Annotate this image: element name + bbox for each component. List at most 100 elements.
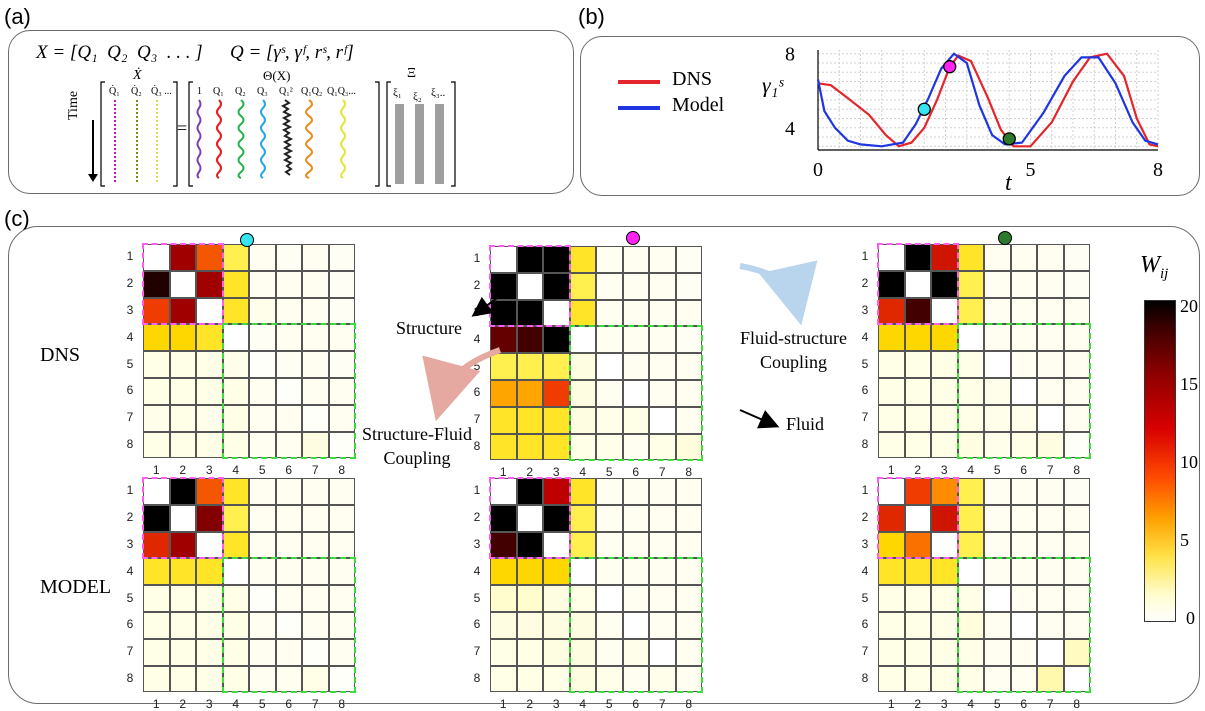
heatmap-cell bbox=[569, 504, 596, 532]
row-tick: 1 bbox=[126, 483, 134, 498]
row-tick: 6 bbox=[861, 617, 869, 632]
row-label-model: MODEL bbox=[40, 576, 112, 598]
heatmap-cell bbox=[490, 380, 517, 407]
heatmap-cell bbox=[169, 270, 196, 298]
heatmap-cell bbox=[490, 612, 517, 639]
heatmap-cell bbox=[490, 326, 517, 354]
heatmap-cell bbox=[596, 380, 623, 407]
structure-block-outline bbox=[877, 477, 959, 560]
heatmap-cell bbox=[328, 478, 355, 505]
x-tick-5: 5 bbox=[1026, 159, 1036, 181]
heatmap-cell bbox=[302, 665, 329, 693]
heatmap-cell bbox=[249, 558, 276, 586]
equals-sign: = bbox=[177, 118, 188, 138]
col-tick: 4 bbox=[232, 697, 240, 711]
row-tick: 2 bbox=[473, 510, 481, 525]
theta-label: Θ(X) bbox=[263, 68, 291, 83]
heatmap-cell bbox=[222, 478, 249, 505]
heatmap-cell bbox=[904, 378, 931, 405]
heatmap-cell bbox=[543, 246, 570, 273]
heatmap-cell bbox=[984, 638, 1011, 666]
col-tick: 7 bbox=[1046, 463, 1054, 478]
heatmap-cell bbox=[1063, 324, 1090, 352]
heatmap-cell bbox=[596, 612, 623, 639]
heatmap-cell bbox=[275, 585, 302, 612]
col-tick: 3 bbox=[205, 463, 213, 478]
heatmap-cell bbox=[878, 585, 905, 612]
heatmap-cell bbox=[957, 612, 984, 639]
heatmap-cell bbox=[984, 378, 1011, 405]
heatmap-cell bbox=[1063, 558, 1090, 586]
colorbar-title-w: W bbox=[1140, 252, 1160, 278]
heatmap-cell bbox=[1010, 585, 1037, 612]
heatmap-cell bbox=[904, 585, 931, 612]
heatmap-cell bbox=[222, 531, 249, 559]
heatmap-cell bbox=[302, 612, 329, 639]
heatmap-cell bbox=[878, 351, 905, 378]
panel-a-equation-right: Q = [γˢ, γᶠ, rˢ, rᶠ] bbox=[230, 42, 354, 63]
fluid-block-outline bbox=[956, 323, 1091, 460]
heatmap-cell bbox=[543, 433, 570, 461]
row-tick: 7 bbox=[126, 644, 134, 659]
heatmap-cell bbox=[649, 380, 676, 407]
heatmap-cell bbox=[275, 297, 302, 325]
heatmap-cell bbox=[169, 478, 196, 505]
row-tick: 4 bbox=[126, 563, 134, 578]
time-arrowhead bbox=[88, 174, 98, 182]
col-tick: 2 bbox=[526, 697, 534, 711]
row-tick: 7 bbox=[126, 410, 134, 425]
heatmap-cell bbox=[169, 351, 196, 378]
heatmap-cell bbox=[302, 378, 329, 405]
x-axis-label: t bbox=[1005, 170, 1013, 194]
heatmap-cell bbox=[649, 612, 676, 639]
colorbar bbox=[1144, 300, 1176, 622]
row-tick: 7 bbox=[473, 644, 481, 659]
heatmap-cell bbox=[569, 531, 596, 559]
heatmap-cell bbox=[984, 431, 1011, 459]
row-tick: 3 bbox=[473, 537, 481, 551]
heatmap-cell bbox=[878, 612, 905, 639]
heatmap-cell bbox=[222, 351, 249, 378]
time-marker-3 bbox=[1002, 132, 1016, 146]
heatmap-cell bbox=[249, 665, 276, 693]
heatmap-cell bbox=[931, 270, 958, 298]
xi-col-3: ξ₃.. bbox=[431, 87, 445, 99]
col-tick: 5 bbox=[605, 697, 613, 711]
heatmap-cell bbox=[543, 665, 570, 693]
row-tick: 7 bbox=[861, 644, 869, 659]
heatmap-cell bbox=[275, 378, 302, 405]
heatmap-cell bbox=[516, 504, 543, 532]
heatmap-cell bbox=[169, 431, 196, 459]
annotation-fluid-structure: Fluid-structure Coupling bbox=[740, 328, 847, 372]
colorbar-tick-15: 15 bbox=[1180, 374, 1198, 394]
heatmap-cell bbox=[196, 665, 223, 693]
heatmap-cell bbox=[904, 244, 931, 271]
heatmap-cell bbox=[622, 326, 649, 354]
col-tick: 7 bbox=[311, 697, 319, 711]
heatmap-cell bbox=[302, 638, 329, 666]
heatmap-cell bbox=[878, 431, 905, 459]
heatmap-cell bbox=[984, 478, 1011, 505]
fluid-block-outline bbox=[956, 557, 1091, 694]
y-tick-4: 4 bbox=[785, 118, 795, 140]
structure-block-outline bbox=[489, 477, 571, 560]
heatmap-cell bbox=[169, 404, 196, 432]
heatmap-cell bbox=[622, 585, 649, 612]
row-tick: 2 bbox=[861, 276, 869, 291]
heatmap-cell bbox=[328, 244, 355, 271]
legend-dns-line bbox=[618, 80, 660, 84]
row-tick: 5 bbox=[861, 356, 869, 371]
heatmap-cell bbox=[169, 665, 196, 693]
heatmap-cell bbox=[275, 404, 302, 432]
heatmap-cell bbox=[1037, 324, 1064, 352]
heatmap-cell bbox=[957, 297, 984, 325]
heatmap-cell bbox=[490, 665, 517, 693]
heatmap-cell bbox=[649, 272, 676, 300]
heatmap-cell bbox=[169, 612, 196, 639]
heatmap-cell bbox=[196, 431, 223, 459]
col-tick: 4 bbox=[232, 463, 240, 478]
row-tick: 1 bbox=[861, 483, 869, 498]
heatmap-cell bbox=[1037, 558, 1064, 586]
heatmap-cell bbox=[931, 638, 958, 666]
